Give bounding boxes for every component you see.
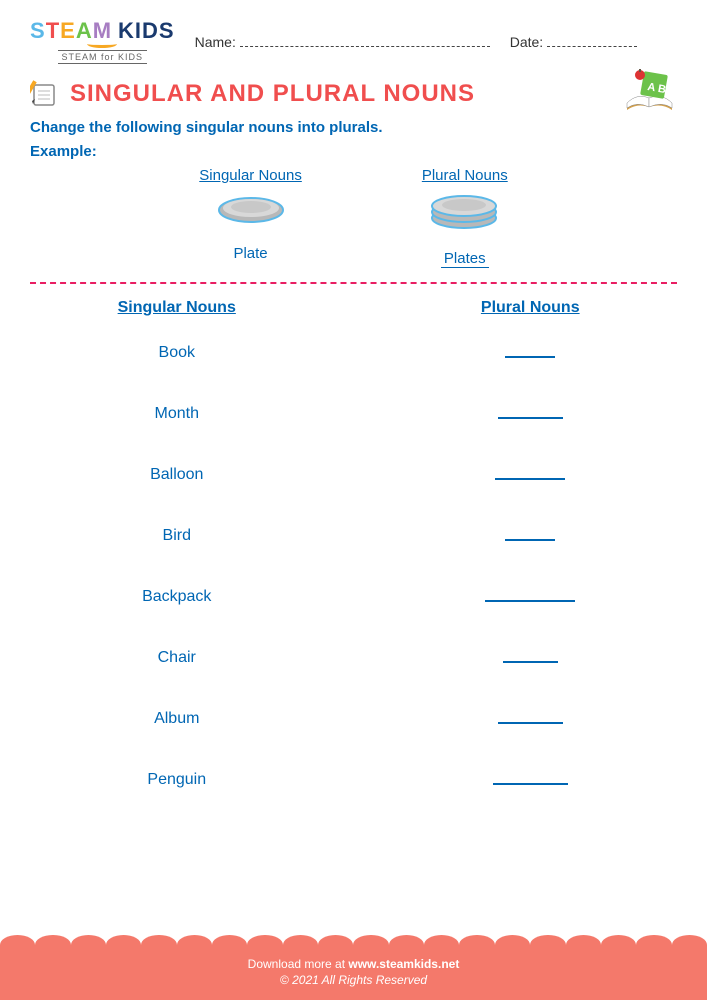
word-row: Month xyxy=(0,383,707,444)
answer-blank[interactable] xyxy=(505,525,555,541)
plural-plates-icon xyxy=(427,192,502,232)
example-singular-header: Singular Nouns xyxy=(199,167,302,184)
answer-blank[interactable] xyxy=(485,586,575,602)
example-plural-header: Plural Nouns xyxy=(422,167,508,184)
example-plural-col: Plural Nouns Plates xyxy=(422,167,508,267)
plural-blank-cell xyxy=(354,586,707,607)
answer-blank[interactable] xyxy=(505,342,555,358)
word-rows: Book Month Balloon Bird Backpack Chair Album Pe… xyxy=(0,322,707,810)
footer-line1: Download more at www.steamkids.net xyxy=(0,957,707,971)
logo-subtitle: STEAM for KIDS xyxy=(58,50,148,64)
main-singular-header: Singular Nouns xyxy=(0,299,354,317)
book-abc-icon: A B xyxy=(622,65,677,115)
footer-text: Download more at xyxy=(248,957,349,971)
title-row: SINGULAR AND PLURAL NOUNS xyxy=(0,74,707,114)
date-line[interactable] xyxy=(547,46,637,47)
word-row: Penguin xyxy=(0,749,707,810)
plural-blank-cell xyxy=(354,769,707,790)
singular-word: Backpack xyxy=(0,588,354,606)
footer: Download more at www.steamkids.net © 202… xyxy=(0,945,707,1000)
example-singular-col: Singular Nouns Plate xyxy=(199,167,302,267)
date-field: Date: xyxy=(510,34,637,50)
main-plural-header: Plural Nouns xyxy=(354,299,707,317)
example-section: Singular Nouns Plate Plural Nouns Plates xyxy=(0,162,707,272)
word-row: Book xyxy=(0,322,707,383)
example-plural-word: Plates xyxy=(422,250,508,267)
name-line[interactable] xyxy=(240,46,490,47)
main-column-headers: Singular Nouns Plural Nouns xyxy=(0,294,707,322)
singular-word: Book xyxy=(0,344,354,362)
singular-word: Penguin xyxy=(0,771,354,789)
singular-word: Album xyxy=(0,710,354,728)
answer-blank[interactable] xyxy=(498,708,563,724)
footer-link[interactable]: www.steamkids.net xyxy=(348,957,459,971)
word-row: Chair xyxy=(0,627,707,688)
logo: STEAMKIDS STEAM for KIDS xyxy=(30,20,175,64)
word-row: Backpack xyxy=(0,566,707,627)
single-plate-icon xyxy=(216,192,286,227)
footer-line2: © 2021 All Rights Reserved xyxy=(0,973,707,987)
header: STEAMKIDS STEAM for KIDS Name: Date: xyxy=(0,0,707,74)
example-plural-answer: Plates xyxy=(441,250,489,268)
plural-blank-cell xyxy=(354,464,707,485)
page-title: SINGULAR AND PLURAL NOUNS xyxy=(70,80,475,108)
answer-blank[interactable] xyxy=(498,403,563,419)
example-singular-word: Plate xyxy=(199,245,302,262)
plural-blank-cell xyxy=(354,525,707,546)
plural-blank-cell xyxy=(354,647,707,668)
date-label: Date: xyxy=(510,34,543,50)
footer-scallop xyxy=(0,935,707,955)
name-date-fields: Name: Date: xyxy=(195,34,677,50)
logo-swoosh xyxy=(87,40,117,48)
name-field: Name: xyxy=(195,34,490,50)
word-row: Bird xyxy=(0,505,707,566)
instruction-text: Change the following singular nouns into… xyxy=(0,114,707,141)
section-divider xyxy=(30,282,677,284)
logo-text: STEAMKIDS xyxy=(30,20,175,42)
answer-blank[interactable] xyxy=(503,647,558,663)
answer-blank[interactable] xyxy=(493,769,568,785)
word-row: Album xyxy=(0,688,707,749)
pencil-paper-icon xyxy=(30,79,60,109)
example-label: Example: xyxy=(0,141,707,162)
singular-word: Month xyxy=(0,405,354,423)
singular-word: Chair xyxy=(0,649,354,667)
singular-word: Bird xyxy=(0,527,354,545)
name-label: Name: xyxy=(195,34,236,50)
plural-blank-cell xyxy=(354,708,707,729)
word-row: Balloon xyxy=(0,444,707,505)
plural-blank-cell xyxy=(354,342,707,363)
singular-word: Balloon xyxy=(0,466,354,484)
plural-blank-cell xyxy=(354,403,707,424)
answer-blank[interactable] xyxy=(495,464,565,480)
